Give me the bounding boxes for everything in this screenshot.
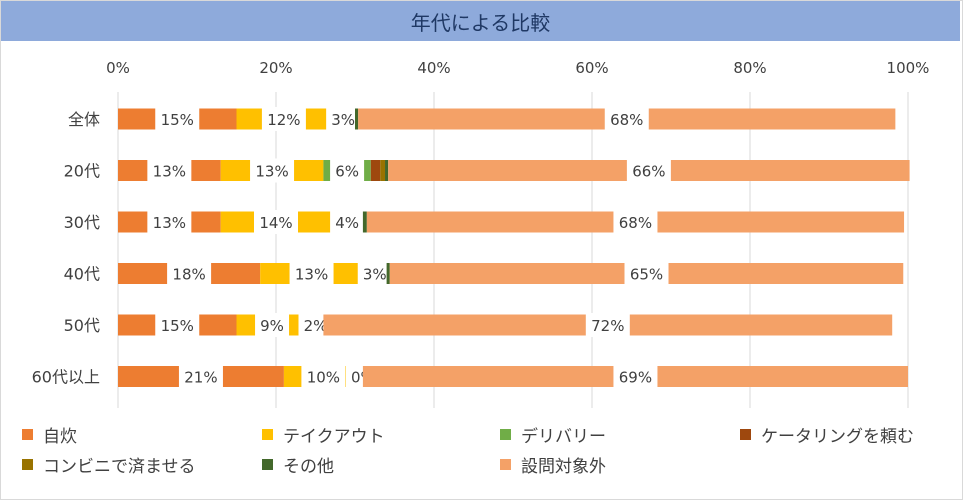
data-label: 13% bbox=[153, 163, 186, 181]
bar-segment bbox=[370, 160, 381, 181]
data-label: 3% bbox=[363, 266, 387, 284]
data-label-box bbox=[613, 364, 658, 389]
x-tick-label: 40% bbox=[417, 59, 450, 77]
category-label: 20代 bbox=[64, 162, 100, 181]
data-label-box bbox=[147, 210, 192, 234]
data-label: 10% bbox=[307, 369, 340, 387]
data-label: 6% bbox=[335, 163, 359, 181]
data-label: 13% bbox=[295, 266, 328, 284]
data-label: 4% bbox=[335, 214, 359, 232]
data-label: 68% bbox=[619, 214, 652, 232]
data-label: 68% bbox=[610, 111, 643, 129]
category-label: 50代 bbox=[64, 316, 100, 335]
data-label: 12% bbox=[267, 111, 300, 129]
data-label: 14% bbox=[259, 214, 292, 232]
data-label: 66% bbox=[632, 163, 665, 181]
bar-segment bbox=[385, 160, 389, 181]
data-label-box bbox=[155, 107, 200, 131]
x-tick-label: 100% bbox=[887, 59, 930, 77]
data-label-box bbox=[289, 261, 334, 286]
data-label-box bbox=[626, 158, 671, 183]
data-label-box bbox=[357, 261, 392, 286]
data-label-box bbox=[254, 210, 298, 234]
data-label: 15% bbox=[161, 111, 194, 129]
data-label-box bbox=[301, 364, 346, 389]
x-tick-label: 80% bbox=[733, 59, 766, 77]
data-label-box bbox=[330, 210, 365, 234]
data-label-box bbox=[624, 261, 669, 286]
data-label: 9% bbox=[260, 317, 284, 335]
category-label: 40代 bbox=[64, 265, 100, 284]
x-tick-label: 60% bbox=[575, 59, 608, 77]
data-label: 65% bbox=[630, 266, 663, 284]
data-label-box bbox=[613, 210, 658, 234]
bar-segment bbox=[355, 108, 359, 130]
bar-segment bbox=[386, 263, 390, 284]
data-label-box bbox=[155, 313, 200, 337]
bar-segment bbox=[380, 160, 386, 181]
data-label-box bbox=[604, 107, 649, 131]
data-label-box bbox=[261, 107, 306, 131]
x-tick-label: 0% bbox=[106, 59, 130, 77]
data-label-box bbox=[255, 313, 290, 337]
category-label: 60代以上 bbox=[32, 368, 100, 387]
data-label: 18% bbox=[172, 266, 205, 284]
data-label-box bbox=[330, 158, 365, 183]
category-label: 全体 bbox=[68, 110, 100, 129]
chart-title: 年代による比較 bbox=[1, 1, 960, 41]
data-label-box bbox=[250, 158, 295, 183]
data-label: 3% bbox=[331, 111, 355, 129]
data-label-box bbox=[178, 364, 223, 389]
data-label: 21% bbox=[184, 369, 217, 387]
data-label: 13% bbox=[153, 214, 186, 232]
data-label: 13% bbox=[255, 163, 288, 181]
data-label-box bbox=[326, 107, 361, 131]
x-tick-label: 20% bbox=[259, 59, 292, 77]
data-label: 15% bbox=[161, 317, 194, 335]
data-label-box bbox=[147, 158, 192, 183]
data-label-box bbox=[167, 261, 212, 286]
data-label: 69% bbox=[619, 369, 652, 387]
category-label: 30代 bbox=[64, 213, 100, 232]
data-label: 72% bbox=[591, 317, 624, 335]
data-label: 2% bbox=[304, 317, 328, 335]
data-label-box bbox=[585, 313, 630, 337]
bar-segment bbox=[362, 211, 367, 233]
